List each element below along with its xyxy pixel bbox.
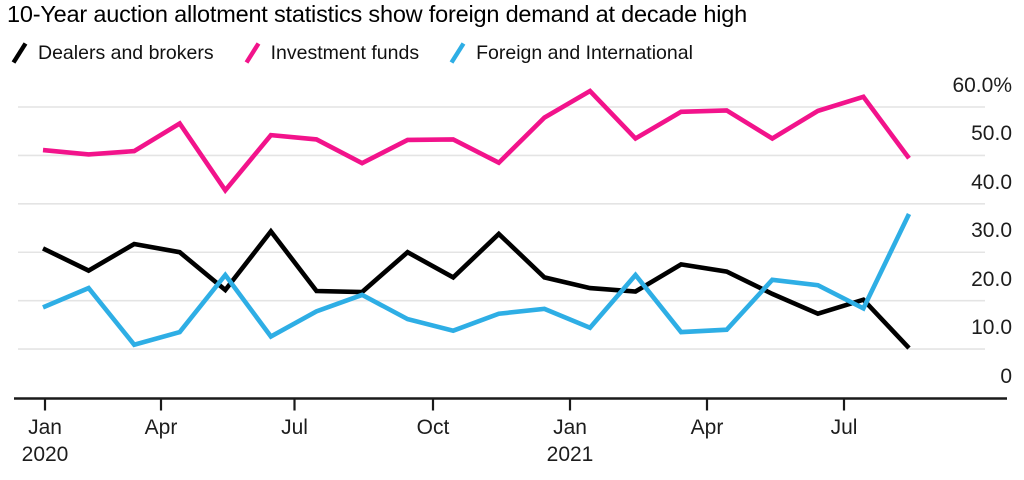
series-swatch-dealers-icon [11, 42, 28, 64]
x-axis-year-label: 2020 [21, 443, 69, 466]
series-line-foreign-and-international [42, 212, 912, 348]
legend-label: Foreign and International [476, 41, 693, 64]
legend-item-investment-funds[interactable]: Investment funds [243, 41, 420, 65]
y-axis-label: 10.0 [971, 316, 1012, 340]
y-axis-label: 30.0 [971, 219, 1012, 243]
legend-label: Dealers and brokers [38, 41, 214, 64]
x-axis-label: Oct [416, 416, 450, 439]
y-axis-label: 0 [1000, 364, 1012, 388]
x-axis-year-label: 2021 [546, 443, 594, 466]
legend: Dealers and brokers Investment funds For… [10, 41, 693, 65]
x-axis-label: Jan [28, 416, 62, 439]
x-axis-label: Jan [553, 416, 587, 439]
y-axis-label: 50.0 [971, 122, 1012, 146]
series-line-investment-funds [42, 88, 911, 195]
legend-item-dealers-and-brokers[interactable]: Dealers and brokers [10, 41, 214, 65]
chart-title: 10-Year auction allotment statistics sho… [7, 1, 748, 27]
y-axis-label: 40.0 [971, 170, 1012, 194]
legend-label: Investment funds [270, 41, 420, 64]
series-swatch-foreign-icon [449, 42, 466, 64]
series-line-dealers-and-brokers [41, 227, 911, 350]
x-axis-label: Jul [281, 416, 308, 439]
x-axis-label: Jul [830, 416, 858, 439]
series-swatch-investment-funds-icon [244, 42, 260, 64]
y-axis-label: 20.0 [971, 267, 1012, 291]
x-axis-label: Apr [690, 416, 724, 439]
y-axis-label: 60.0% [952, 73, 1012, 97]
legend-item-foreign-international[interactable]: Foreign and International [448, 41, 693, 65]
x-axis-label: Apr [144, 416, 178, 439]
